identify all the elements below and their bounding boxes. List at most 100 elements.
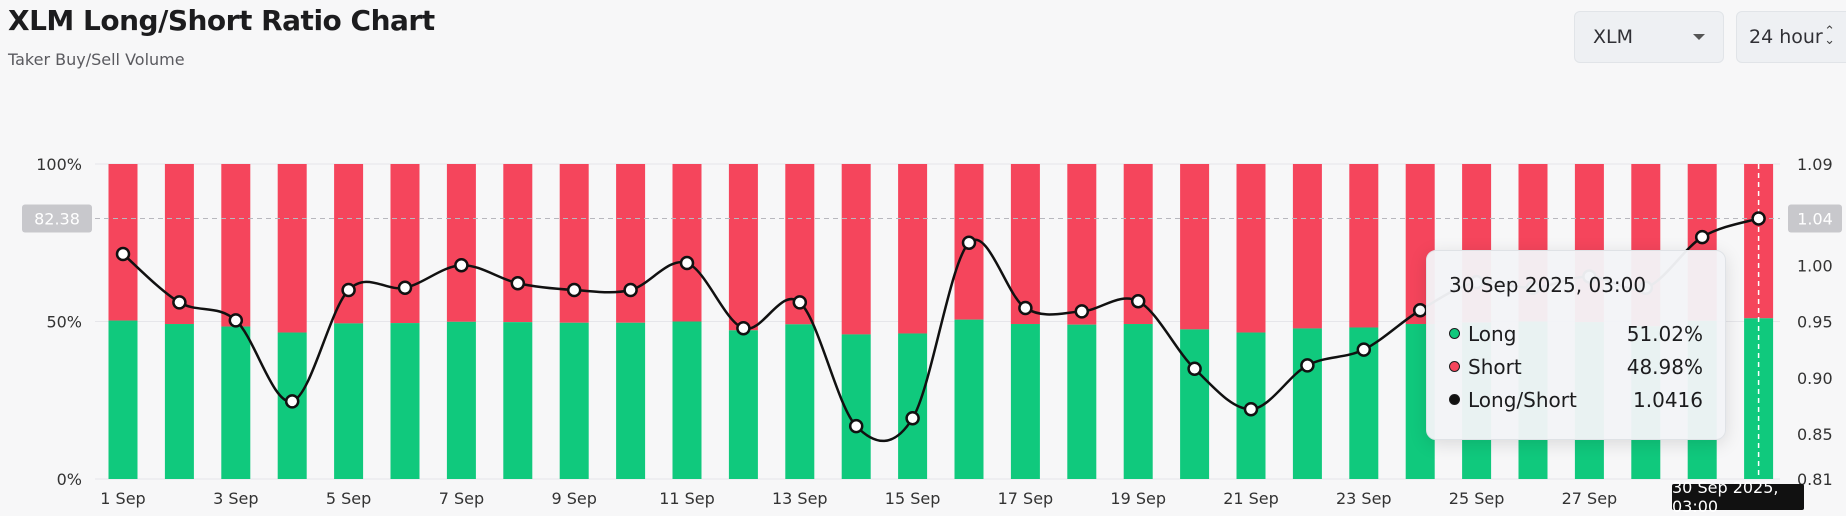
short-bar — [334, 164, 364, 324]
ratio-point — [679, 255, 695, 271]
ratio-point — [228, 313, 244, 328]
long-bar — [164, 324, 194, 479]
long-bar — [390, 323, 420, 479]
ratio-point — [510, 276, 526, 291]
x-axis-tick: 21 Sep — [1223, 489, 1279, 508]
short-bar — [221, 164, 251, 327]
long-bar — [728, 330, 758, 479]
short-bar — [616, 164, 646, 323]
chart-tooltip: 30 Sep 2025, 03:00 Long 51.02% Short 48.… — [1426, 250, 1726, 440]
long-bar — [898, 333, 928, 479]
crosshair-left-value: 82.38 — [34, 209, 80, 228]
short-dot-icon — [1449, 361, 1460, 372]
short-bar — [1067, 164, 1097, 325]
crosshair-right-value: 1.04 — [1797, 209, 1833, 228]
long-bar — [1067, 324, 1097, 479]
x-axis-tick: 15 Sep — [885, 489, 941, 508]
right-axis-tick: 1.00 — [1797, 256, 1833, 275]
x-axis-tick: 27 Sep — [1562, 489, 1618, 508]
short-bar — [108, 164, 138, 321]
x-axis-tick: 19 Sep — [1110, 489, 1166, 508]
x-axis-tick: 9 Sep — [551, 489, 596, 508]
coin-select-value: XLM — [1593, 26, 1633, 48]
short-bar — [503, 164, 533, 323]
coin-select[interactable]: XLM — [1574, 11, 1724, 63]
short-bar — [446, 164, 476, 322]
ratio-dot-icon — [1449, 394, 1460, 405]
tooltip-ratio-label: Long/Short — [1468, 387, 1577, 412]
tooltip-row-short: Short 48.98% — [1449, 350, 1703, 383]
tooltip-short-value: 48.98% — [1626, 354, 1703, 379]
ratio-point — [1243, 402, 1259, 417]
right-axis-tick: 1.09 — [1797, 155, 1833, 174]
tooltip-ratio-value: 1.0416 — [1633, 387, 1703, 412]
long-bar — [1010, 324, 1040, 479]
x-axis-tick: 3 Sep — [213, 489, 258, 508]
short-bar — [672, 164, 702, 322]
ratio-point — [1694, 229, 1710, 245]
ratio-point — [1074, 304, 1090, 319]
short-bar — [1744, 164, 1774, 319]
tooltip-date: 30 Sep 2025, 03:00 — [1449, 273, 1647, 297]
short-bar — [898, 164, 928, 334]
short-bar — [1236, 164, 1266, 333]
right-axis-tick: 0.81 — [1797, 470, 1833, 489]
ratio-point — [172, 295, 187, 310]
ratio-point — [1412, 303, 1428, 318]
short-bar — [841, 164, 871, 335]
ratio-point — [1130, 294, 1146, 309]
sort-arrows-icon: ⌃ ⌄ — [1824, 24, 1835, 48]
crosshair-right-badge — [1788, 204, 1842, 233]
x-axis-tick: 7 Sep — [439, 489, 484, 508]
ratio-point — [623, 282, 638, 298]
ratio-point — [1356, 342, 1372, 357]
short-bar — [728, 164, 758, 331]
short-bar — [1180, 164, 1210, 330]
short-bar — [559, 164, 589, 323]
ratio-point — [566, 282, 582, 298]
right-axis-tick: 0.85 — [1797, 425, 1833, 444]
long-bar — [334, 323, 364, 479]
right-axis-tick: 0.95 — [1797, 313, 1833, 332]
period-select[interactable]: 24 hour ⌃ ⌄ — [1736, 11, 1846, 63]
long-bar — [221, 326, 251, 479]
x-axis-tick: 23 Sep — [1336, 489, 1392, 508]
x-axis-tick: 5 Sep — [326, 489, 371, 508]
short-bar — [1010, 164, 1040, 325]
long-bar — [672, 321, 702, 479]
ratio-point — [1751, 211, 1766, 226]
long-bar — [108, 320, 138, 479]
tooltip-short-label: Short — [1468, 354, 1522, 379]
page-subtitle: Taker Buy/Sell Volume — [8, 50, 185, 69]
long-bar — [559, 322, 589, 479]
left-axis-tick: 50% — [46, 313, 82, 332]
left-axis-tick: 100% — [36, 155, 82, 174]
crosshair-left-badge — [22, 204, 92, 233]
short-bar — [1349, 164, 1379, 328]
x-axis-tick: 25 Sep — [1449, 489, 1505, 508]
ratio-point — [848, 418, 864, 434]
tooltip-long-value: 51.02% — [1626, 321, 1703, 346]
long-dot-icon — [1449, 328, 1460, 339]
long-bar — [446, 321, 476, 479]
right-axis-tick: 0.90 — [1797, 369, 1833, 388]
ratio-point — [397, 280, 413, 295]
long-bar — [1180, 329, 1210, 479]
ratio-point — [454, 258, 469, 273]
ratio-point — [736, 321, 751, 336]
short-bar — [277, 164, 307, 333]
long-bar — [841, 334, 871, 479]
short-bar — [390, 164, 420, 324]
long-bar — [785, 324, 815, 479]
tooltip-row-ratio: Long/Short 1.0416 — [1449, 383, 1703, 416]
long-bar — [503, 322, 533, 479]
ratio-point — [284, 394, 300, 409]
long-bar — [616, 322, 646, 479]
x-axis-tick: 1 Sep — [100, 489, 145, 508]
tooltip-row-long: Long 51.02% — [1449, 317, 1703, 350]
ratio-point — [115, 246, 131, 262]
short-bar — [1292, 164, 1322, 329]
chevron-down-icon — [1693, 34, 1705, 40]
ratio-point — [1300, 358, 1315, 373]
long-bar — [1292, 328, 1322, 479]
